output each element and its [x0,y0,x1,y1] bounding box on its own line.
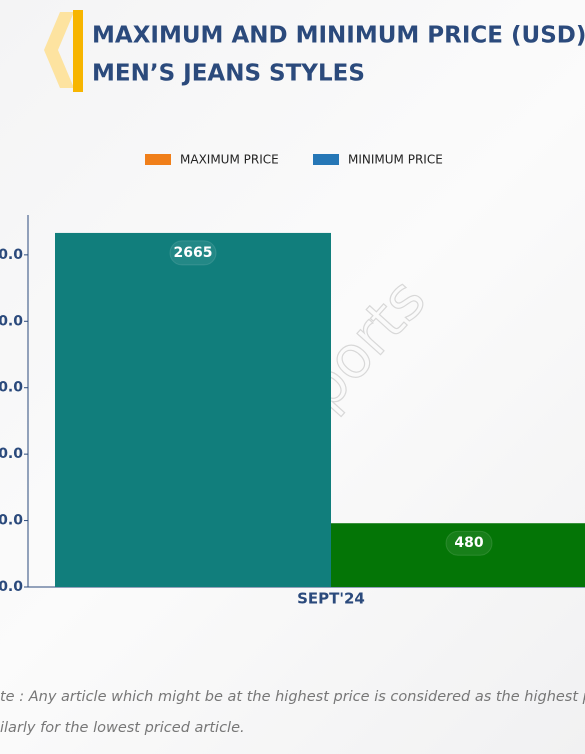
y-tick-label: 0.0 [0,579,23,595]
bar [331,523,585,587]
y-tick-label: 1000.0 [0,446,23,462]
value-label-bg [169,240,217,266]
value-label-bg [445,530,493,556]
note: ilarly for the lowest priced article. [0,720,245,736]
y-tick-label: 2500.0 [0,247,23,263]
legend-swatch [145,154,171,165]
value-label: 480 [454,535,483,551]
chart-title: MEN’S JEANS STYLES [92,61,365,87]
y-tick-label: 500.0 [0,513,23,529]
note: te : Any article which might be at the h… [0,689,585,705]
x-tick-label: SEPT'24 [297,590,365,608]
y-tick-label: 2000.0 [0,313,23,329]
legend-label: MAXIMUM PRICE [180,153,279,167]
chart-title: MAXIMUM AND MINIMUM PRICE (USD) - [92,23,585,49]
value-label: 2665 [174,245,213,261]
y-tick-label: 1500.0 [0,380,23,396]
bar [55,232,331,587]
title-icon [44,12,74,88]
legend-label: MINIMUM PRICE [348,153,443,167]
title-bar [73,10,83,92]
legend-swatch [313,154,339,165]
